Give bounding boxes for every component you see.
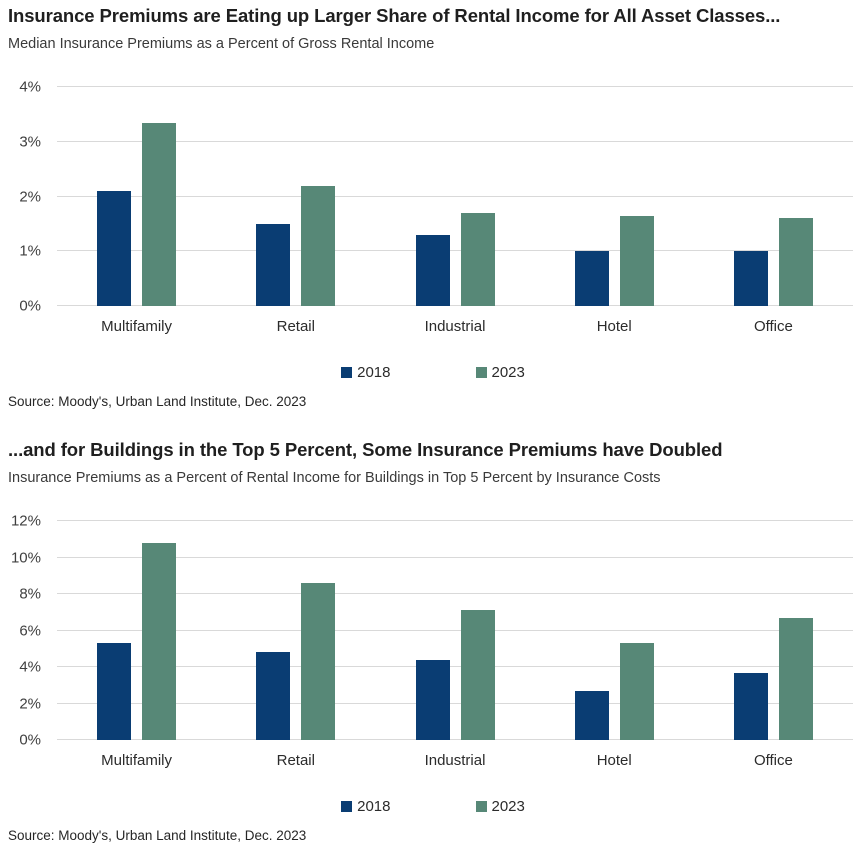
bar-group-multifamily [57, 521, 216, 740]
gridline-0pct [57, 305, 853, 306]
bar-group-retail [216, 87, 375, 306]
bar-industrial-2018 [415, 234, 450, 306]
x-axis-label-office: Office [753, 318, 793, 335]
bar-group-office [694, 87, 853, 306]
chart-section-median-premiums: Insurance Premiums are Eating up Larger … [0, 5, 866, 409]
x-axis-label-hotel: Hotel [596, 318, 632, 335]
x-axis-label-multifamily: Multifamily [101, 752, 173, 769]
bar-retail-2023 [301, 583, 336, 740]
bar-multifamily-2018 [97, 191, 132, 306]
x-axis-label-industrial: Industrial [424, 318, 486, 335]
gridline-2pct [57, 702, 853, 704]
y-tick-label-6pct: 6% [19, 622, 41, 639]
source-note: Source: Moody's, Urban Land Institute, D… [8, 394, 307, 409]
legend-swatch-2018 [341, 367, 353, 378]
y-tick-label-4pct: 4% [19, 658, 41, 676]
bar-industrial-2018 [415, 659, 450, 740]
x-axis-label-industrial: Industrial [424, 752, 486, 769]
bar-multifamily-2023 [142, 542, 177, 740]
x-axis-label-retail: Retail [276, 318, 315, 335]
gridline-6pct [57, 629, 853, 631]
bar-office-2023 [778, 218, 813, 306]
bars [57, 87, 853, 306]
bar-group-hotel [535, 521, 694, 740]
y-tick-label-8pct: 8% [19, 585, 41, 603]
chart-subtitle: Median Insurance Premiums as a Percent o… [8, 36, 435, 52]
legend: 2018 2023 [0, 798, 866, 815]
y-tick-label-2pct: 2% [19, 188, 41, 205]
legend-label-2018: 2018 [357, 364, 391, 381]
y-tick-label-3pct: 3% [19, 133, 41, 151]
gridline-12pct [57, 520, 853, 521]
legend-item-2023: 2023 [475, 364, 525, 381]
bar-office-2023 [778, 617, 813, 740]
y-tick-label-12pct: 12% [10, 512, 41, 530]
x-axis-label-retail: Retail [276, 752, 315, 769]
gridline-10pct [57, 556, 853, 558]
chart-title: Insurance Premiums are Eating up Larger … [8, 5, 781, 26]
bar-group-hotel [535, 87, 694, 306]
bar-industrial-2023 [460, 212, 495, 306]
y-axis-ticks: 0% 2% 4% 6% 8% 10% 12% [11, 513, 853, 749]
plot-area: 0% 1% 2% 3% 4% [19, 79, 853, 315]
chart-title: ...and for Buildings in the Top 5 Percen… [8, 439, 723, 460]
x-axis-label-office: Office [753, 752, 793, 769]
x-axis-label-hotel: Hotel [596, 752, 632, 769]
gridline-4pct [57, 666, 853, 668]
legend-label-2023: 2023 [491, 364, 525, 381]
bar-industrial-2023 [460, 610, 495, 740]
x-axis-labels: Multifamily Retail Industrial Hotel Office [57, 752, 853, 769]
legend-item-2018: 2018 [341, 798, 391, 815]
source-note: Source: Moody's, Urban Land Institute, D… [8, 828, 307, 843]
bar-group-office [694, 521, 853, 740]
plot-area: 0% 2% 4% 6% 8% 10% 12% [11, 513, 853, 749]
y-axis-ticks: 0% 1% 2% 3% 4% [19, 79, 853, 315]
chart-subtitle: Insurance Premiums as a Percent of Renta… [8, 470, 661, 486]
legend: 2018 2023 [0, 364, 866, 381]
bar-multifamily-2023 [142, 122, 177, 306]
bar-hotel-2018 [574, 690, 609, 740]
bar-hotel-2018 [574, 251, 609, 306]
y-tick-label-0pct: 0% [19, 297, 41, 315]
x-axis-labels: Multifamily Retail Industrial Hotel Office [57, 318, 853, 335]
y-tick-label-0pct: 0% [19, 731, 41, 749]
y-tick-label-1pct: 1% [19, 242, 41, 260]
bar-group-industrial [375, 87, 534, 306]
bar-group-retail [216, 521, 375, 740]
gridline-0pct [57, 739, 853, 740]
y-tick-label-10pct: 10% [10, 549, 41, 566]
gridline-8pct [57, 593, 853, 595]
gridline-4pct [57, 86, 853, 87]
y-tick-label-4pct: 4% [19, 78, 41, 96]
legend-item-2023: 2023 [475, 798, 525, 815]
legend-item-2018: 2018 [341, 364, 391, 381]
bar-office-2018 [733, 251, 768, 306]
bar-group-industrial [375, 521, 534, 740]
gridline-1pct [57, 250, 853, 252]
legend-label-2023: 2023 [491, 798, 525, 815]
bar-retail-2023 [301, 185, 336, 306]
bar-hotel-2023 [619, 643, 654, 740]
y-tick-label-2pct: 2% [19, 695, 41, 713]
bars [57, 521, 853, 740]
legend-swatch-2018 [341, 801, 353, 812]
gridlines [57, 86, 853, 306]
bar-retail-2018 [256, 652, 291, 740]
gridline-3pct [57, 140, 853, 142]
gridlines [57, 520, 853, 740]
bar-multifamily-2018 [97, 643, 132, 740]
x-axis-label-multifamily: Multifamily [101, 318, 173, 335]
gridline-2pct [57, 195, 853, 197]
chart-section-top5-premiums: ...and for Buildings in the Top 5 Percen… [0, 434, 866, 868]
legend-label-2018: 2018 [357, 798, 391, 815]
legend-swatch-2023 [475, 801, 487, 812]
bar-retail-2018 [256, 223, 291, 306]
bar-office-2018 [733, 673, 768, 740]
legend-swatch-2023 [475, 367, 487, 378]
bar-hotel-2023 [619, 215, 654, 306]
bar-group-multifamily [57, 87, 216, 306]
